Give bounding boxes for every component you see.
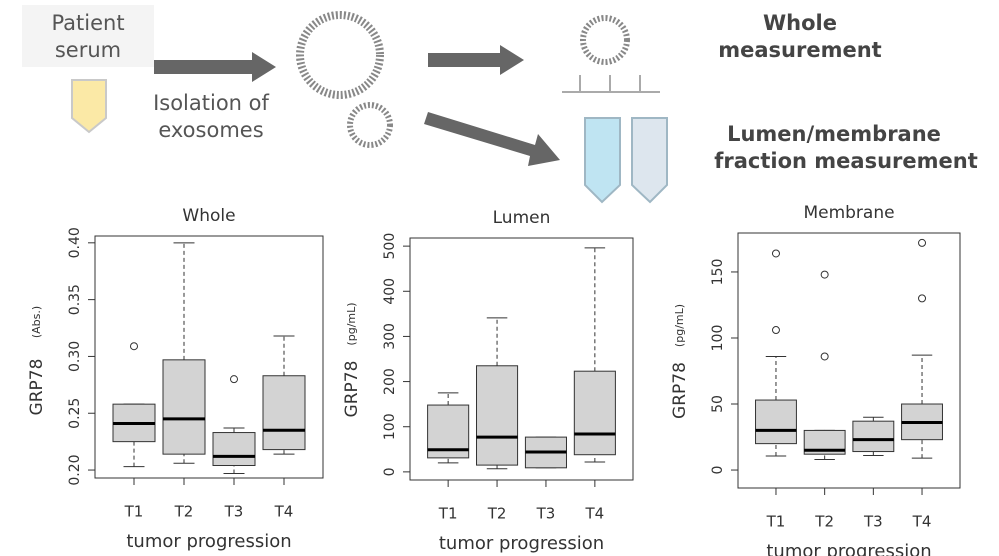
plot-frame	[94, 235, 324, 479]
outlier	[820, 352, 829, 361]
x-tick-label: T1	[124, 503, 144, 521]
exosome	[580, 15, 630, 65]
y-tick-label: 100	[382, 413, 398, 440]
plot-frame	[409, 237, 634, 481]
y-tick-label: 50	[710, 395, 726, 413]
y-tick-label: 500	[382, 233, 398, 260]
box	[803, 429, 846, 455]
outlier	[820, 270, 829, 279]
plot-frame	[737, 232, 961, 489]
x-tick-label: T3	[536, 505, 556, 523]
y-tick-label: 0	[710, 466, 726, 475]
serum-label: serum	[55, 38, 121, 62]
y-tick-label: 0	[382, 467, 398, 476]
plate	[562, 75, 660, 93]
arrow	[428, 45, 524, 75]
isolation-label: Isolation of	[153, 91, 269, 115]
x-axis-label: tumor progression	[766, 541, 931, 556]
outlier	[918, 238, 927, 247]
box	[755, 399, 797, 445]
x-tick-label: T3	[224, 503, 244, 521]
outlier	[771, 249, 780, 258]
y-axis-label: GRP78	[670, 362, 690, 419]
y-tick-label: 100	[710, 325, 726, 352]
box	[852, 420, 895, 453]
whole-label: Whole	[763, 11, 837, 35]
y-axis-unit: (pg/mL)	[673, 304, 686, 347]
box	[162, 359, 206, 455]
y-tick-label: 0.30	[67, 341, 83, 372]
x-axis-label: tumor progression	[126, 531, 291, 552]
chart-title: Lumen	[493, 208, 551, 228]
y-tick-label: 150	[710, 259, 726, 286]
chart-title: Whole	[182, 206, 235, 226]
exosome	[296, 11, 384, 99]
box	[212, 432, 256, 467]
x-tick-label: T2	[814, 513, 834, 531]
y-axis-unit: (Abs.)	[30, 306, 43, 338]
x-tick-label: T1	[438, 505, 458, 523]
y-tick-label: 0.20	[67, 454, 83, 485]
fraction-label: fraction measurement	[714, 149, 978, 173]
y-axis-unit: (pg/mL)	[345, 302, 358, 345]
box	[476, 365, 519, 466]
box	[262, 375, 306, 451]
isolation-label: exosomes	[158, 118, 263, 142]
x-tick-label: T4	[584, 505, 604, 523]
outlier	[230, 375, 238, 384]
chart-title: Membrane	[803, 203, 894, 223]
x-tick-label: T1	[766, 513, 786, 531]
outlier	[130, 342, 138, 351]
tube	[631, 117, 668, 204]
exosome	[347, 102, 393, 148]
x-tick-label: T4	[274, 503, 294, 521]
y-axis-label: GRP78	[342, 361, 362, 418]
arrow	[424, 112, 560, 166]
y-tick-label: 0.35	[67, 284, 83, 315]
fraction-label: Lumen/membrane	[727, 122, 941, 146]
x-tick-label: T2	[174, 503, 194, 521]
x-axis-label: tumor progression	[439, 533, 604, 554]
x-tick-label: T3	[863, 513, 883, 531]
y-tick-label: 0.40	[67, 227, 83, 258]
y-tick-label: 0.25	[67, 398, 83, 429]
tube	[71, 79, 107, 134]
x-tick-label: T2	[487, 505, 507, 523]
whole-label: measurement	[718, 38, 881, 62]
y-tick-label: 200	[382, 368, 398, 395]
serum-label-bg	[22, 5, 154, 67]
y-tick-label: 300	[382, 323, 398, 350]
outlier	[918, 294, 927, 303]
tube	[584, 117, 621, 204]
x-tick-label: T4	[912, 513, 932, 531]
outlier	[771, 326, 780, 335]
y-axis-label: GRP78	[27, 359, 47, 416]
box	[573, 370, 616, 456]
y-tick-label: 400	[382, 278, 398, 305]
arrow	[154, 52, 276, 82]
serum-label: Patient	[51, 11, 124, 35]
